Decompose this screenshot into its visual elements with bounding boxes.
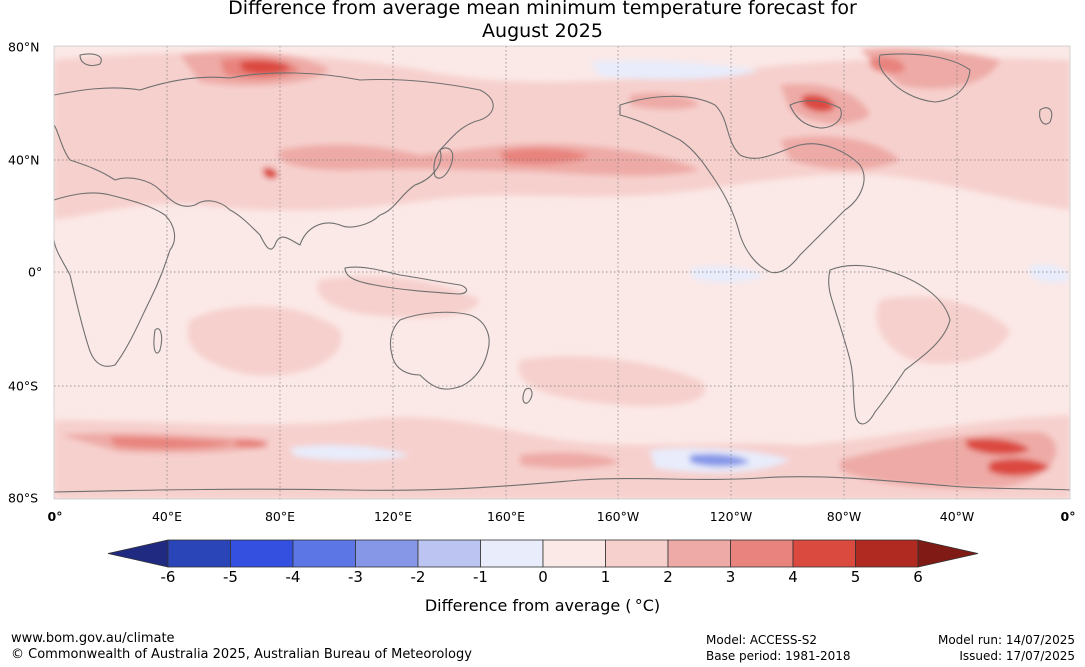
- north-pacific-band: [278, 143, 700, 176]
- title-line-1: Difference from average mean minimum tem…: [228, 0, 857, 19]
- legend-swatch: [417, 539, 481, 568]
- model-text: Model: ACCESS-S2: [706, 633, 818, 647]
- lon-label-40w: 40°W: [939, 509, 975, 524]
- africa-coastline: [54, 192, 176, 367]
- title-line-2: August 2025: [482, 20, 603, 42]
- legend-tick-label: 2: [663, 568, 673, 586]
- legend-tick-label: -6: [160, 568, 176, 586]
- legend-swatch: [855, 539, 919, 568]
- legend-arrow-low: [107, 539, 169, 568]
- graticule: [54, 46, 1070, 499]
- legend-arrow-high: [917, 539, 979, 568]
- lon-label-0-right: 0°: [1060, 509, 1076, 524]
- south-atlantic-warm: [876, 296, 1010, 364]
- footer-left: www.bom.gov.au/climate © Commonwealth of…: [11, 631, 472, 663]
- legend-tick-label: 3: [725, 568, 736, 586]
- lat-label-80n: 80°N: [8, 39, 40, 55]
- new-zealand-coastline: [522, 387, 533, 404]
- legend-tick-label: -5: [223, 568, 238, 586]
- legend-tick-label: -2: [410, 568, 426, 586]
- south-america-coastline: [828, 264, 951, 425]
- legend-swatch: [542, 539, 606, 568]
- coastlines: [54, 53, 1070, 493]
- south-pacific-warm: [518, 356, 706, 407]
- tibet-hotspot: [263, 167, 278, 179]
- tropical-pacific-warm: [317, 276, 480, 318]
- lon-label-160w: 160°W: [596, 509, 640, 524]
- legend-swatch: [605, 539, 669, 568]
- legend-swatch: [292, 539, 356, 568]
- east-pacific-cool: [690, 266, 765, 283]
- hudson-hotspot: [802, 94, 835, 112]
- north-america-coastline: [619, 95, 865, 274]
- antarctic-cool-core: [690, 453, 750, 467]
- greenland-coastline: [878, 53, 971, 103]
- lon-label-80w: 80°W: [826, 509, 862, 524]
- south-indian-cool: [290, 445, 410, 461]
- southern-ocean-hotspot-east: [965, 438, 1030, 455]
- legend-tick-label: 0: [538, 568, 548, 586]
- legend-title: Difference from average ( °C): [424, 596, 661, 615]
- issued-text: Issued: 17/07/2025: [959, 649, 1075, 663]
- legend-tick-label: -1: [473, 568, 488, 586]
- madagascar-coastline: [153, 328, 163, 354]
- legend-swatch: [355, 539, 419, 568]
- southern-ocean-warm-mid: [520, 452, 620, 469]
- legend-swatch: [667, 539, 731, 568]
- map-title: Difference from average mean minimum tem…: [0, 0, 1085, 43]
- uk-coastline: [1039, 107, 1053, 125]
- legend-swatch: [792, 539, 856, 568]
- australia-coastline: [389, 311, 490, 390]
- legend-tick-label: 5: [850, 568, 861, 586]
- legend-tick-label: 1: [600, 568, 611, 586]
- siberia-core: [240, 60, 290, 74]
- legend-tick-label: -3: [348, 568, 363, 586]
- japan-coastline: [433, 147, 454, 179]
- anomaly-shading: [54, 48, 1070, 499]
- north-pacific-cool: [590, 60, 760, 80]
- legend-tick-label: -4: [285, 568, 301, 586]
- legend-swatch: [480, 539, 544, 568]
- greenland-warm: [860, 48, 1000, 89]
- lon-label-160e: 160°E: [486, 509, 526, 524]
- legend-tick-label: 4: [788, 568, 798, 586]
- svalbard-coastline: [79, 53, 102, 67]
- indonesia-coastline: [344, 266, 468, 295]
- lon-label-120w: 120°W: [709, 509, 753, 524]
- lon-label-80e: 80°E: [264, 509, 296, 524]
- lon-label-0-left: 0°: [47, 509, 63, 524]
- copyright-text: © Commonwealth of Australia 2025, Austra…: [11, 647, 472, 662]
- footer-dates: Model run: 14/07/2025 Issued: 17/07/2025: [938, 632, 1075, 664]
- legend-tick-label: 6: [913, 568, 923, 586]
- website-text: www.bom.gov.au/climate: [11, 631, 175, 646]
- eurasia-coastline: [54, 72, 494, 250]
- lon-label-120e: 120°E: [373, 509, 413, 524]
- legend-swatch: [730, 539, 794, 568]
- hudson-bay-coastline: [789, 100, 842, 129]
- atlantic-cool: [1030, 264, 1070, 283]
- lat-label-40s: 40°S: [8, 378, 39, 394]
- southern-ocean-hotspot-mid: [235, 438, 268, 449]
- lat-label-40n: 40°N: [8, 152, 40, 168]
- weddell-hotspot: [988, 458, 1050, 476]
- indian-ocean-warm: [187, 306, 342, 376]
- footer-model-info: Model: ACCESS-S2 Base period: 1981-2018: [706, 632, 851, 664]
- north-atlantic-band: [780, 136, 900, 170]
- legend-swatch: [230, 539, 294, 568]
- lat-label-equator: 0°: [28, 264, 43, 280]
- southern-ocean-hotspot-west: [110, 436, 235, 449]
- antarctica-coastline: [54, 476, 1070, 493]
- model-run-text: Model run: 14/07/2025: [937, 633, 1075, 647]
- base-period-text: Base period: 1981-2018: [706, 649, 851, 663]
- lon-label-40e: 40°E: [151, 509, 183, 524]
- legend-swatch: [167, 539, 231, 568]
- lat-label-80s: 80°S: [8, 490, 39, 506]
